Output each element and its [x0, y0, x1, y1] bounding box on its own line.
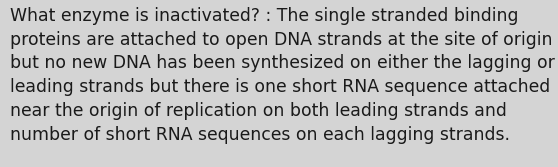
Text: What enzyme is inactivated? : The single stranded binding
proteins are attached : What enzyme is inactivated? : The single… — [10, 7, 555, 144]
